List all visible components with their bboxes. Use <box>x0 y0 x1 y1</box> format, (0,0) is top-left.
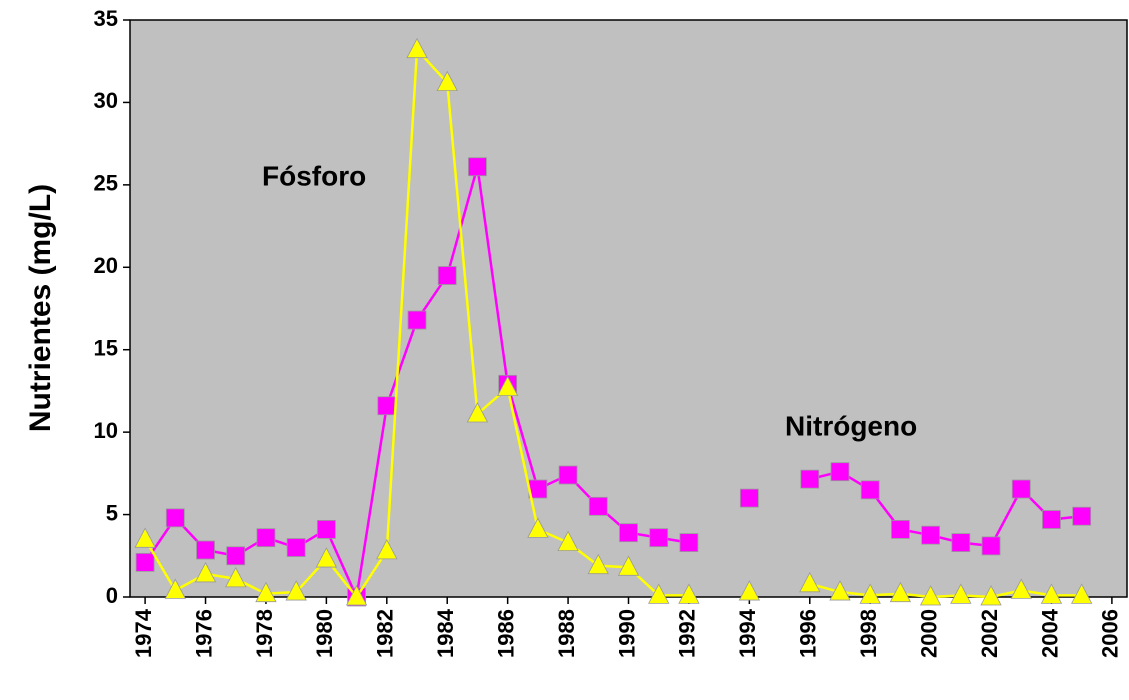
marker <box>558 465 578 485</box>
marker <box>830 462 850 482</box>
marker <box>226 546 246 566</box>
marker <box>649 528 669 548</box>
marker <box>468 157 487 177</box>
marker <box>891 520 910 539</box>
marker <box>980 585 1002 606</box>
y-tick-label: 15 <box>94 336 118 361</box>
marker <box>617 555 640 576</box>
y-axis-label: Nutrientes (mg/L) <box>24 184 57 432</box>
marker <box>800 469 820 489</box>
marker <box>376 538 398 560</box>
marker <box>164 578 186 599</box>
y-tick-label: 20 <box>94 253 118 278</box>
marker <box>648 583 670 604</box>
marker <box>1011 479 1031 499</box>
marker <box>377 396 397 416</box>
series <box>134 37 1093 606</box>
x-tick-label: 2006 <box>1098 609 1123 658</box>
series <box>135 157 1092 607</box>
marker <box>1042 510 1061 529</box>
marker <box>950 583 972 604</box>
marker <box>557 530 579 551</box>
x-tick-label: 2004 <box>1037 608 1062 658</box>
marker <box>196 540 215 560</box>
marker <box>345 585 368 606</box>
marker <box>619 523 638 543</box>
x-tick-label: 1976 <box>191 609 216 658</box>
marker <box>496 375 519 397</box>
marker <box>527 517 549 538</box>
marker <box>859 583 881 604</box>
marker <box>406 37 428 59</box>
marker <box>738 580 761 601</box>
x-tick-label: 1978 <box>252 609 277 658</box>
x-tick-label: 2002 <box>977 609 1002 658</box>
y-tick-label: 25 <box>94 171 118 196</box>
marker <box>678 583 700 604</box>
marker <box>951 533 971 552</box>
y-tick-label: 30 <box>94 88 118 113</box>
marker <box>1010 578 1032 599</box>
marker <box>799 571 821 593</box>
x-tick-label: 1998 <box>856 609 881 658</box>
marker <box>255 581 277 603</box>
marker <box>919 585 942 606</box>
marker <box>981 536 1001 556</box>
marker <box>194 562 217 583</box>
marker <box>135 552 155 572</box>
marker <box>286 538 306 557</box>
marker <box>679 533 699 552</box>
series-label: Fósforo <box>262 160 366 191</box>
marker <box>256 528 276 548</box>
x-tick-label: 2000 <box>916 609 941 658</box>
marker <box>860 480 880 500</box>
marker <box>588 496 608 516</box>
marker <box>134 527 156 548</box>
marker <box>316 520 336 539</box>
x-tick-label: 1996 <box>796 609 821 658</box>
marker <box>1072 506 1092 526</box>
line <box>809 470 1082 548</box>
line <box>809 582 1082 599</box>
x-tick-label: 1974 <box>131 608 156 658</box>
x-tick-label: 1988 <box>554 609 579 658</box>
marker <box>437 266 457 285</box>
y-tick-label: 0 <box>106 583 118 608</box>
x-tick-label: 1986 <box>493 609 518 658</box>
marker <box>829 580 851 601</box>
y-tick-label: 5 <box>106 500 118 525</box>
marker <box>436 70 458 92</box>
marker <box>921 525 941 545</box>
marker <box>315 547 338 568</box>
y-tick-label: 10 <box>94 418 118 443</box>
marker <box>225 567 247 588</box>
marker <box>889 581 912 603</box>
y-tick-label: 35 <box>94 6 118 31</box>
x-tick-label: 1994 <box>735 608 760 658</box>
marker <box>1071 583 1093 604</box>
x-tick-label: 1984 <box>433 608 458 658</box>
x-tick-label: 1992 <box>675 609 700 658</box>
marker <box>587 553 609 575</box>
marker <box>407 310 427 330</box>
x-tick-label: 1980 <box>312 609 337 658</box>
series-label: Nitrógeno <box>785 410 917 441</box>
marker <box>285 580 307 601</box>
x-tick-label: 1982 <box>373 609 398 658</box>
marker <box>165 508 185 528</box>
marker <box>1040 583 1063 604</box>
plot-area <box>129 19 1128 598</box>
marker <box>739 488 759 508</box>
x-tick-label: 1990 <box>614 609 639 658</box>
marker <box>466 402 489 423</box>
